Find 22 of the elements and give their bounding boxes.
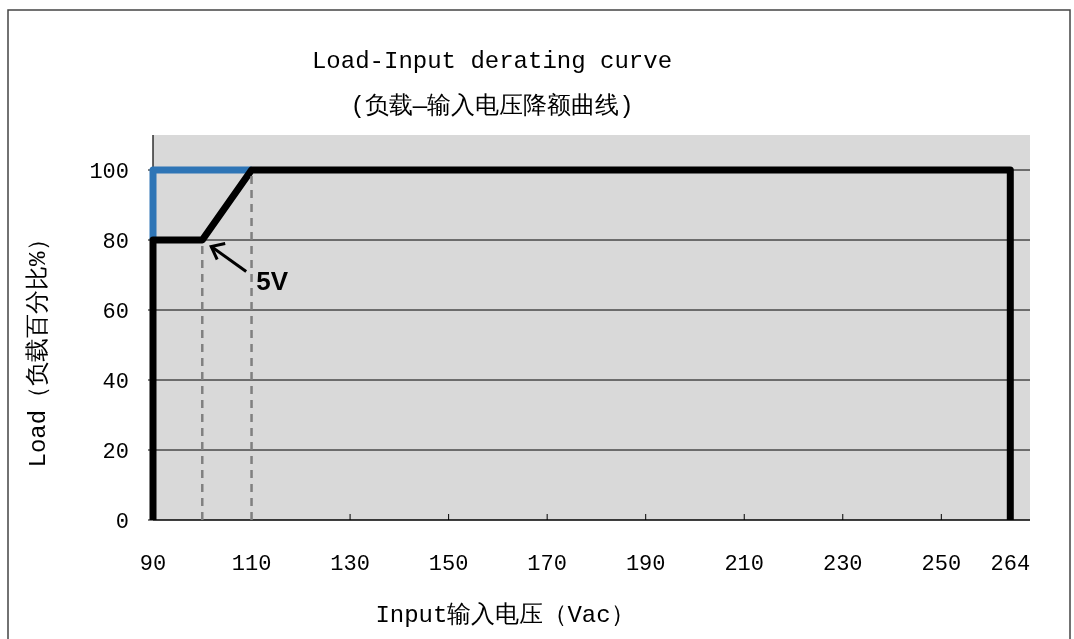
chart-subtitle: (负载—输入电压降额曲线) [350, 92, 634, 120]
x-tick-label: 210 [724, 552, 765, 577]
y-tick-label: 0 [115, 510, 129, 535]
y-tick-label: 20 [102, 440, 129, 465]
x-tick-label: 230 [822, 552, 863, 577]
x-tick-label: 90 [139, 552, 167, 577]
y-tick-label: 100 [89, 160, 129, 185]
x-tick-label: 264 [990, 552, 1031, 577]
x-tick-label: 250 [921, 552, 962, 577]
y-tick-label: 80 [102, 230, 129, 255]
x-axis-title: Input输入电压（Vac） [375, 601, 635, 629]
arrow-annotation: 5V [209, 242, 288, 296]
y-tick-label: 60 [102, 300, 129, 325]
y-tick-label: 40 [102, 370, 129, 395]
x-tick-label: 150 [428, 552, 469, 577]
annotation: 5V [256, 265, 289, 296]
x-tick-label: 130 [330, 552, 370, 577]
x-tick-label: 170 [527, 552, 567, 577]
y-axis-title: Load（负载百分比%） [25, 227, 52, 468]
x-tick-label: 190 [625, 552, 666, 577]
chart-title: Load-Input derating curve [311, 48, 673, 75]
x-tick-label: 110 [231, 552, 272, 577]
